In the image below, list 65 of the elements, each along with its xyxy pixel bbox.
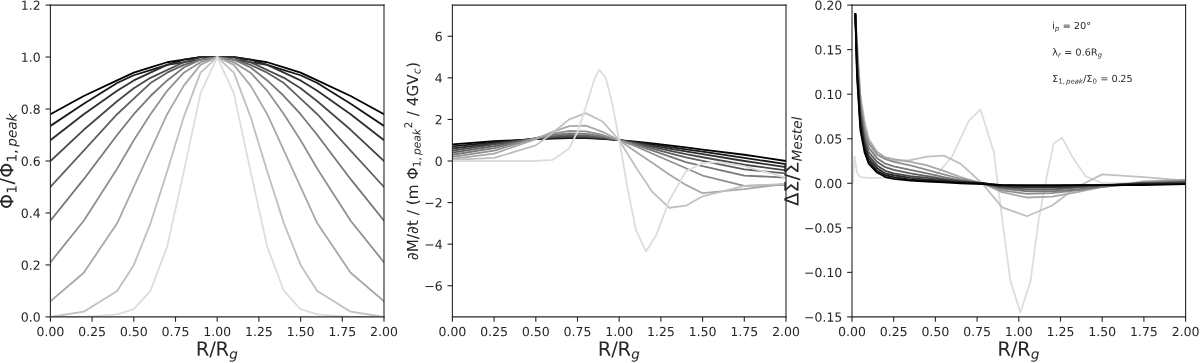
x-tick-label: 2.00 (773, 326, 800, 337)
y-tick-label: 0.00 (815, 178, 842, 189)
line-series (50, 56, 384, 127)
line-series (452, 112, 786, 209)
annotation: i$_{p}$ = 20° (1053, 21, 1091, 33)
x-tick-label: 0.75 (162, 326, 189, 337)
y-tick-label: 0.15 (815, 45, 842, 55)
y-axis-title: ΔΣ/Σ$_{Mestel}$ (784, 116, 802, 206)
y-tick-label: 0.6 (21, 156, 40, 166)
y-tick-label: 2 (435, 114, 442, 125)
x-tick-label: 0.25 (481, 326, 507, 337)
y-tick-label: −0.10 (805, 267, 842, 278)
y-tick-label: 1.0 (22, 52, 40, 62)
y-tick-label: 0.20 (815, 0, 842, 11)
y-tick-label: 0.10 (815, 89, 842, 100)
y-tick-label: −6 (425, 281, 442, 291)
y-tick-label: 1.2 (22, 0, 40, 10)
y-tick-label: 6 (435, 31, 442, 42)
x-tick-label: 2.00 (1172, 326, 1199, 337)
x-tick-label: 0.00 (37, 326, 64, 337)
y-tick-label: 4 (435, 73, 442, 83)
x-tick-label: 1.00 (204, 326, 231, 337)
y-axis-title: ∂M/∂t / (m Φ$_{1,peak}$$^{2}$ / 4GV$_{c}$) (404, 63, 423, 260)
line-series (50, 56, 384, 222)
line-series (452, 129, 786, 187)
x-tick-label: 1.00 (1006, 326, 1032, 337)
x-tick-label: 0.25 (880, 326, 907, 337)
x-tick-label: 1.25 (648, 326, 674, 337)
y-tick-label: 0 (435, 156, 442, 166)
x-tick-label: 1.75 (731, 327, 758, 337)
x-tick-label: 1.50 (1089, 326, 1116, 337)
x-tick-label: 0.50 (922, 326, 949, 337)
y-tick-label: 0.8 (21, 104, 40, 114)
x-tick-label: 1.75 (329, 327, 356, 337)
line-series (50, 56, 384, 188)
x-tick-label: 0.75 (564, 326, 591, 337)
x-axis-title: R/R$_{g}$ (599, 341, 640, 362)
x-tick-label: 1.50 (690, 326, 716, 337)
x-tick-label: 1.25 (1047, 326, 1074, 337)
line-series (50, 56, 384, 264)
y-tick-label: −0.15 (805, 312, 842, 322)
annotation: λ$_{r}$ = 0.6R$_{g}$ (1052, 48, 1102, 59)
y-tick-label: 0.0 (21, 312, 40, 322)
x-tick-label: 2.00 (371, 326, 398, 337)
x-tick-label: 0.50 (120, 326, 147, 337)
x-tick-label: 0.00 (838, 326, 866, 337)
y-tick-label: 0.4 (21, 208, 40, 218)
y-tick-label: −2 (425, 198, 442, 208)
y-axis-title: Φ$_{1}$/Φ$_{1,peak}$ (0, 113, 20, 209)
y-tick-label: −4 (425, 239, 442, 249)
line-series (452, 68, 786, 253)
annotation: Σ$_{1,peak}$/Σ$_{0}$ = 0.25 (1053, 74, 1132, 85)
x-tick-label: 0.50 (522, 326, 549, 337)
y-tick-label: 0.2 (21, 260, 40, 270)
x-tick-label: 0.25 (79, 326, 105, 337)
x-tick-label: 1.75 (1131, 327, 1157, 337)
x-tick-label: 1.00 (606, 326, 633, 337)
y-tick-label: 0.05 (815, 134, 842, 144)
x-axis-title: R/R$_{g}$ (999, 341, 1039, 362)
x-tick-label: 1.50 (288, 326, 314, 337)
x-tick-label: 1.25 (246, 326, 272, 337)
x-tick-label: 0.75 (964, 326, 990, 337)
x-axis-title: R/R$_{g}$ (197, 341, 238, 362)
line-series (50, 56, 384, 162)
y-tick-label: −0.05 (805, 223, 842, 233)
